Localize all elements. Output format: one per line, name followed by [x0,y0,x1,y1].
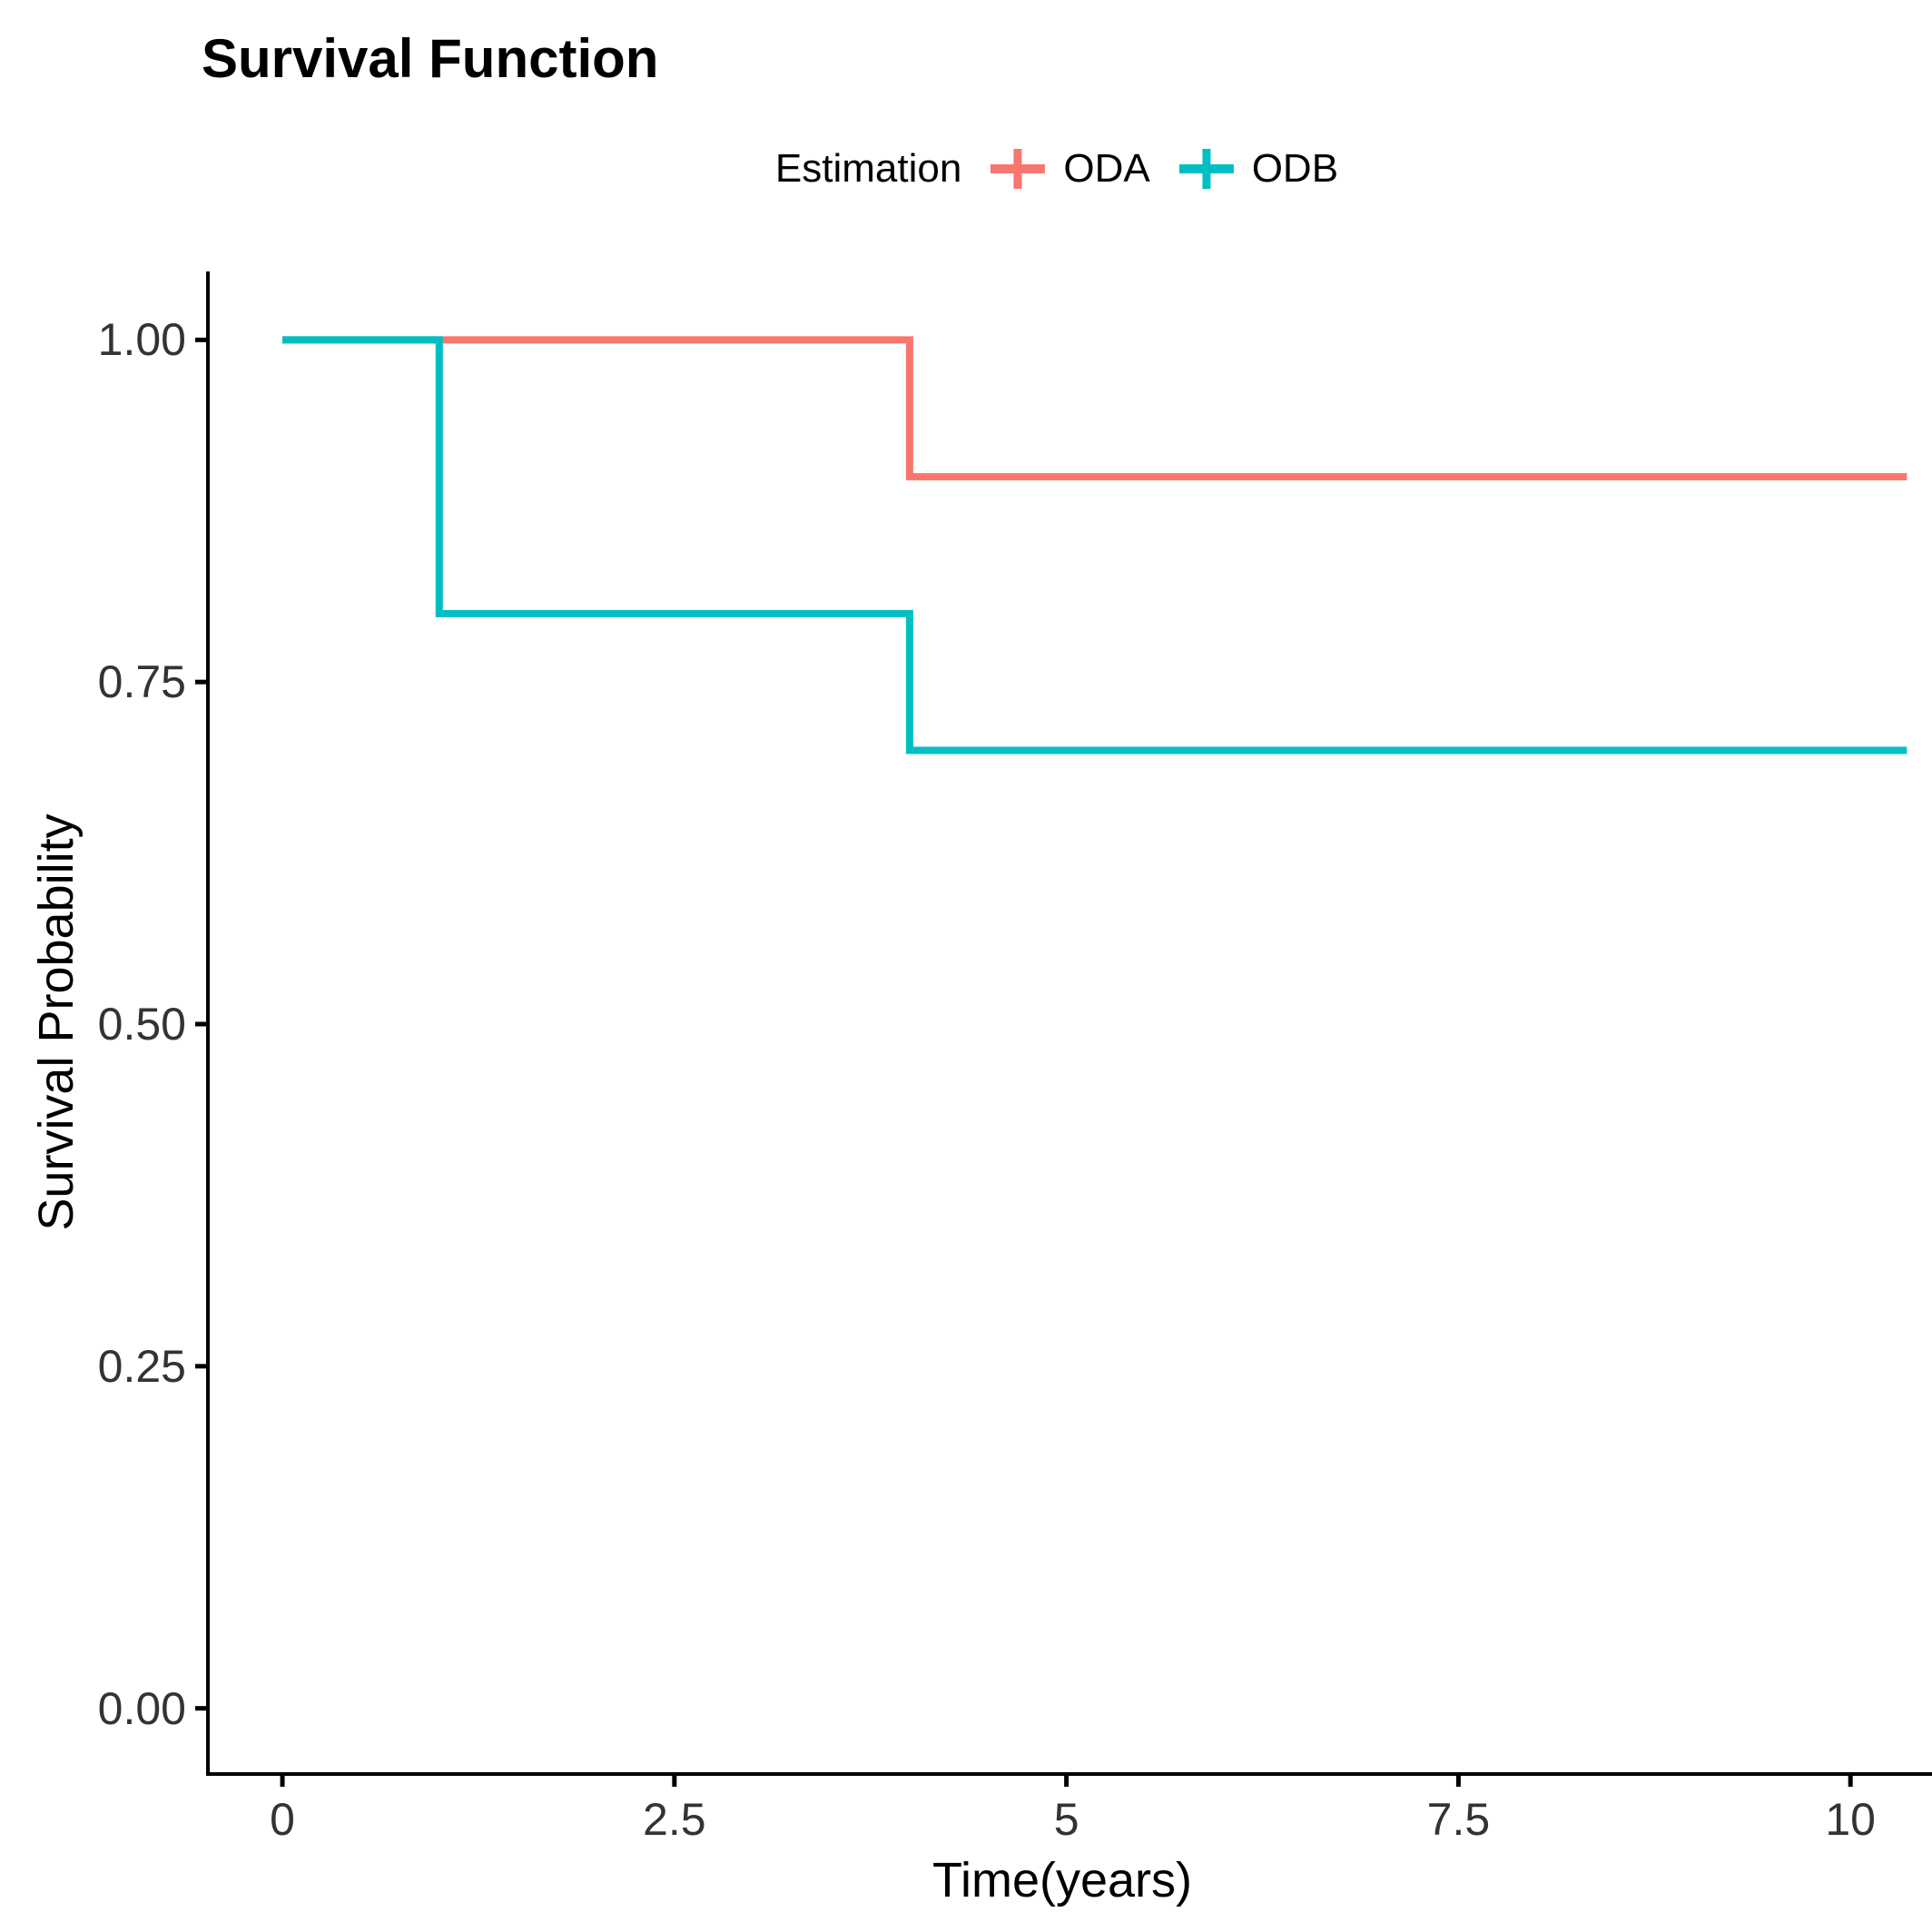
legend-title: Estimation [774,146,962,191]
x-tick-label: 10 [1825,1794,1876,1845]
legend-item-ODB: ODB [1178,145,1338,192]
x-tick-label: 5 [1053,1794,1079,1845]
y-tick-label: 0.75 [97,656,186,708]
y-tick-label: 1.00 [97,314,186,366]
plot-title: Survival Function [202,28,659,89]
legend-key-cross-icon [1178,149,1234,189]
y-tick-label: 0.00 [97,1682,186,1734]
legend-item-ODA: ODA [989,145,1150,192]
legend: Estimation ODA ODB [775,134,1338,203]
series-curve-ODA [282,336,1907,481]
y-tick-label: 0.50 [97,999,186,1050]
legend-label-ODA: ODA [1063,146,1150,191]
x-tick-label: 2.5 [643,1794,706,1845]
x-tick-label: 0 [270,1794,295,1845]
legend-key-cross-icon [991,149,1046,189]
y-tick-label: 0.25 [97,1340,186,1392]
series-curve-ODB [282,336,1907,754]
legend-items: ODA ODB [989,145,1338,192]
x-tick-label: 7.5 [1426,1794,1491,1845]
x-axis-title: Time(years) [932,1853,1193,1907]
y-axis-title: Survival Probability [29,813,84,1231]
legend-label-ODB: ODB [1251,146,1339,191]
